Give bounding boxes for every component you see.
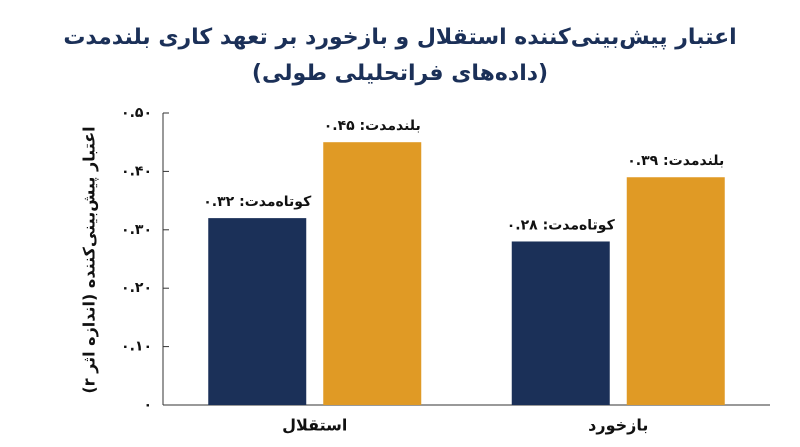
value-label: بلندمدت: ۰.۳۹ <box>627 153 724 169</box>
chart-title: اعتبار پیش‌بینی‌کننده استقلال و بازخورد … <box>63 25 736 50</box>
x-tick-label: بازخورد <box>588 416 648 435</box>
bar <box>626 177 725 405</box>
bar <box>323 142 422 405</box>
bar <box>511 241 610 405</box>
y-tick-label: ۰ <box>143 397 152 413</box>
y-tick-label: ۰.۲۰ <box>121 280 152 296</box>
bar <box>208 218 307 405</box>
y-tick-label: ۰.۵۰ <box>121 105 152 121</box>
y-tick-label: ۰.۳۰ <box>121 222 152 238</box>
y-tick-label: ۰.۴۰ <box>121 163 152 179</box>
value-label: کوتاه‌مدت: ۰.۲۸ <box>507 217 616 233</box>
value-label: کوتاه‌مدت: ۰.۳۲ <box>203 194 312 210</box>
y-tick-label: ۰.۱۰ <box>121 339 152 355</box>
chart-subtitle: (داده‌های فراتحلیلی طولی) <box>252 61 548 86</box>
y-axis-label: اعتبار پیش‌بینی‌کننده (اندازه اثر r) <box>80 126 100 393</box>
value-label: بلندمدت: ۰.۴۵ <box>324 118 421 134</box>
x-tick-label: استقلال <box>282 416 347 435</box>
